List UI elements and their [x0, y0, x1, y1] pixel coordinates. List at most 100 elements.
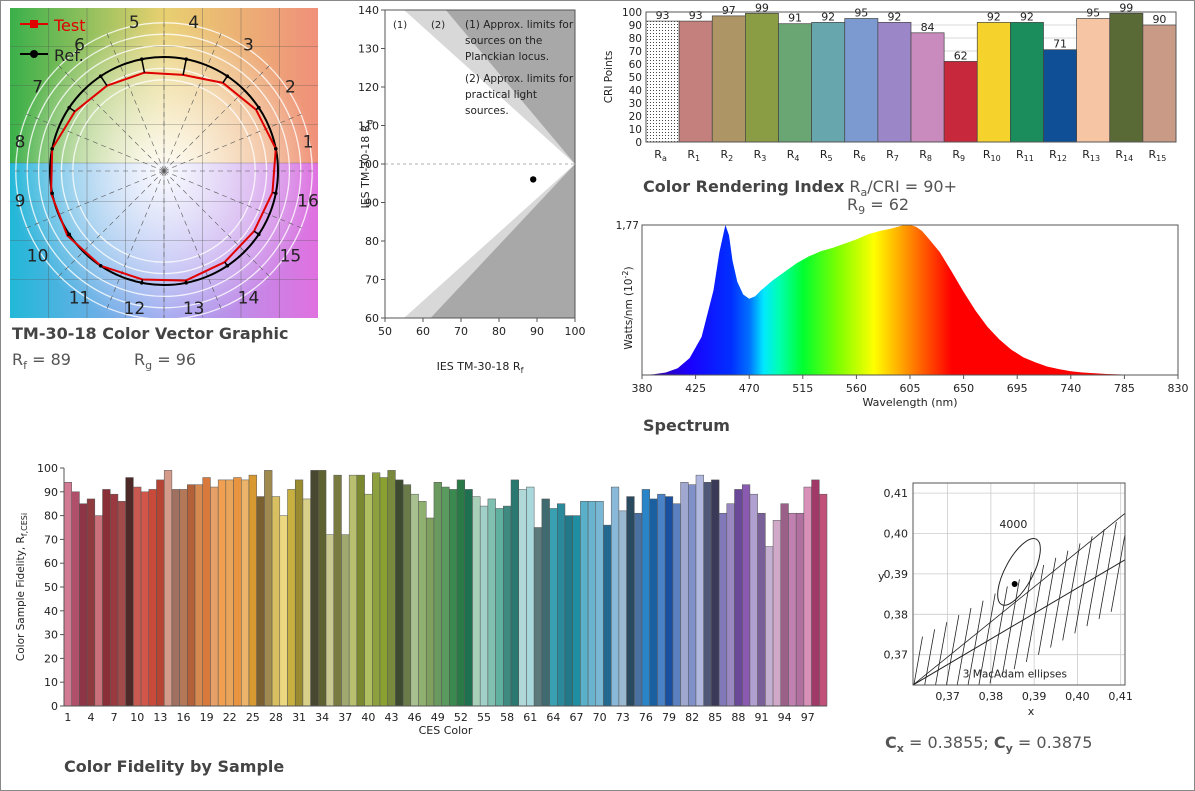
fidelity-bar-91	[757, 512, 766, 707]
cri-x-tick-sub: 6	[861, 154, 866, 163]
spectrum-x-tick-label: 695	[1007, 382, 1028, 395]
spectrum-x-tick-label: 785	[1114, 382, 1135, 395]
fidelity-bar-78	[657, 493, 666, 707]
isotemperature-line	[1086, 529, 1105, 627]
fidelity-x-tick-label: 10	[130, 711, 144, 724]
rfrg-x-tick-label: 100	[565, 325, 586, 338]
chrom-y-tick-label: 0,38	[884, 608, 909, 621]
fidelity-bar-chart: 0 10 20 30 40 50 60 70 80 90 100 1 4 7 10 13 16 19 22 25 28 3…	[15, 462, 828, 737]
chrom-y-tick-label: 0,37	[884, 649, 909, 662]
fidelity-bar-1	[63, 482, 72, 707]
isotemperature-line	[1074, 536, 1093, 634]
fidelity-x-tick-label: 31	[292, 711, 306, 724]
isotemperature-line	[945, 614, 960, 685]
isotemperature-line	[1062, 543, 1081, 641]
spectrum-y-max-label: 1,77	[616, 220, 639, 232]
fidelity-x-tick-label: 82	[685, 711, 699, 724]
cri-y-tick-label: 10	[629, 124, 642, 136]
cri-x-tick-sub: 1	[695, 154, 700, 163]
fidelity-bar-48	[425, 517, 435, 707]
spectrum-x-tick-label: 830	[1168, 382, 1189, 395]
fidelity-x-tick-label: 13	[153, 711, 167, 724]
chrom-data-point	[1011, 581, 1018, 587]
vector-arrow	[141, 59, 146, 73]
fidelity-bar-30	[287, 489, 296, 707]
fidelity-bar-89	[741, 484, 751, 707]
fidelity-x-tick-label: 91	[754, 711, 768, 724]
cri-bar-R11	[1010, 22, 1044, 143]
fidelity-bar-74	[626, 496, 635, 707]
fidelity-bar-10	[133, 486, 142, 707]
fidelity-bar-24	[241, 479, 250, 707]
cy-value: = 0.3875	[1012, 733, 1093, 752]
rg-value: = 96	[157, 350, 197, 369]
fidelity-bar-3	[79, 503, 88, 707]
chromaticity-panel: 0,37 0,37 0,38 0,38 0,39 0,39 0,40 0,40 0,41 0,41…	[860, 468, 1145, 728]
chrom-x-tick-label: 0,37	[935, 690, 960, 703]
cri-bar-R13	[1076, 18, 1111, 143]
rf-rg-panel: 50 60 70 80 90 100 60 70 80 90 100 110 120 130 140 (1)(…	[355, 2, 595, 382]
cri-y-tick-label: 30	[629, 98, 642, 110]
chrom-diagonal-line	[913, 512, 1125, 685]
isotemperature-line	[1110, 531, 1125, 612]
fidelity-bar-26	[256, 496, 265, 707]
cri-x-tick-sub: 9	[960, 154, 965, 163]
rg-readout: Rg = 96	[134, 350, 196, 372]
rfrg-y-tick-label: 70	[365, 274, 379, 287]
vector-spoke	[163, 170, 303, 229]
rfrg-region-tag-1: (1)	[393, 20, 407, 31]
cri-x-tick-label: R6	[853, 148, 866, 163]
vector-spoke	[163, 113, 303, 172]
isotemperature-line	[1038, 557, 1057, 655]
fidelity-bar-22	[225, 479, 234, 707]
chrom-y-tick-label: 0,41	[884, 487, 909, 500]
fidelity-bar-73	[618, 510, 627, 707]
cri-bar-R10	[976, 22, 1011, 143]
spectrum-x-axis-label: Wavelength (nm)	[862, 396, 957, 409]
fidelity-x-tick-label: 55	[477, 711, 491, 724]
fidelity-x-tick-label: 58	[500, 711, 514, 724]
cri-x-tick-label: R14	[1115, 148, 1133, 163]
vector-spoke	[163, 32, 222, 172]
fidelity-y-axis-sub: f,CESi	[20, 513, 29, 536]
cri-bar-R5	[811, 22, 846, 143]
isotemperature-line	[978, 593, 996, 685]
fidelity-bar-70	[595, 501, 604, 707]
fidelity-bar-12	[148, 489, 157, 707]
reference-point	[225, 74, 230, 79]
spectrum-x-tick-label: 740	[1060, 382, 1081, 395]
rfrg-x-tick-label: 90	[530, 325, 544, 338]
fidelity-x-tick-label: 7	[111, 711, 118, 724]
rfrg-region-tag-2: (2)	[431, 20, 445, 31]
cct-label: 4000	[999, 518, 1027, 531]
hue-bin-label: 6	[74, 36, 85, 56]
reference-point	[274, 191, 278, 196]
chrom-x-tick-label: 0,40	[1065, 690, 1090, 703]
cri-y-tick-label: 100	[622, 7, 642, 19]
cri-bar-value: 90	[1152, 13, 1166, 26]
rfrg-y-tick-label: 140	[358, 4, 379, 17]
fidelity-bar-62	[533, 527, 543, 707]
fidelity-bar-19	[202, 477, 211, 707]
fidelity-bar-79	[664, 496, 674, 707]
cri-x-tick-label: R9	[952, 148, 965, 163]
cri-bar-value: 99	[1119, 2, 1133, 14]
fidelity-bar-50	[441, 486, 450, 707]
reference-circle	[49, 56, 279, 286]
cri-bar-value: 99	[755, 2, 769, 14]
fidelity-bar-35	[325, 534, 334, 707]
chrom-axes-box	[912, 482, 1126, 686]
fidelity-bar-63	[541, 498, 550, 707]
fidelity-y-tick-label: 60	[44, 557, 58, 570]
fidelity-bar-97	[803, 486, 812, 707]
reference-point	[50, 191, 54, 196]
vector-spoke	[163, 170, 222, 310]
rfrg-data-point	[530, 176, 537, 183]
fidelity-bar-6	[102, 489, 111, 707]
vector-spoke	[163, 64, 271, 172]
fidelity-bar-95	[788, 512, 797, 707]
fidelity-bar-59	[510, 479, 519, 707]
fidelity-bar-90	[749, 493, 758, 707]
fidelity-bar-52	[456, 479, 466, 707]
vector-arrow	[100, 75, 108, 87]
